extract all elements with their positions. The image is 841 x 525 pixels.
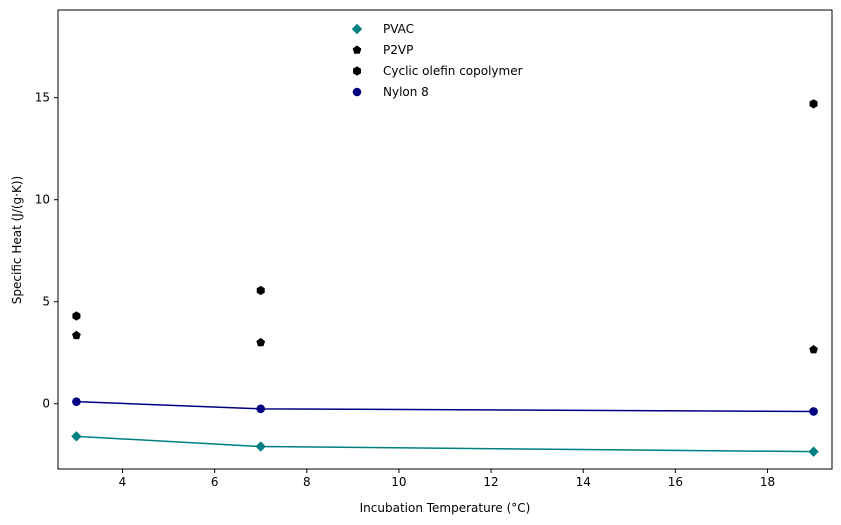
x-tick-label: 4 (119, 475, 127, 489)
x-tick-label: 6 (211, 475, 219, 489)
data-point-pvac-1 (255, 441, 266, 452)
y-tick-label: 15 (35, 91, 50, 105)
plot-area (57, 9, 833, 470)
legend-entry: Nylon 8 (383, 85, 429, 99)
series-points (71, 99, 819, 457)
data-point-nylon-8-2 (809, 407, 818, 416)
legend-marker (352, 45, 362, 54)
legend-marker (352, 87, 362, 97)
x-tick-label: 10 (391, 475, 406, 489)
x-axis-label: Incubation Temperature (°C) (360, 501, 531, 515)
data-point-cyclic-olefin-copolymer-2 (809, 99, 818, 109)
legend-entry: PVAC (383, 22, 414, 36)
y-tick-label: 10 (35, 193, 50, 207)
data-point-p2vp-2 (809, 345, 818, 354)
legend: PVAC P2VP Cyclic olefin copolymer Nylon 8 (351, 22, 523, 99)
data-point-cyclic-olefin-copolymer-0 (72, 311, 81, 321)
x-tick-label: 14 (576, 475, 591, 489)
x-tick-label: 16 (668, 475, 683, 489)
data-point-pvac-0 (71, 431, 82, 442)
legend-marker (351, 23, 363, 35)
y-tick-label: 5 (42, 295, 50, 309)
data-point-nylon-8-0 (72, 397, 81, 406)
data-point-p2vp-1 (256, 337, 266, 347)
x-tick-label: 18 (760, 475, 775, 489)
data-point-nylon-8-1 (256, 404, 266, 414)
data-point-cyclic-olefin-copolymer-1 (256, 285, 265, 296)
y-axis-ticks: 0 5 10 15 (35, 91, 58, 411)
data-point-p2vp-0 (72, 330, 81, 340)
legend-entry: P2VP (383, 43, 413, 57)
y-axis-label: Specific Heat (J/(g·K)) (10, 176, 24, 304)
x-tick-label: 12 (483, 475, 498, 489)
legend-marker (353, 66, 361, 76)
y-tick-label: 0 (42, 397, 50, 411)
legend-entry: Cyclic olefin copolymer (383, 64, 523, 78)
x-tick-label: 8 (303, 475, 311, 489)
x-axis-ticks: 4 6 8 10 12 14 16 18 (119, 469, 775, 489)
data-point-pvac-2 (808, 446, 819, 457)
